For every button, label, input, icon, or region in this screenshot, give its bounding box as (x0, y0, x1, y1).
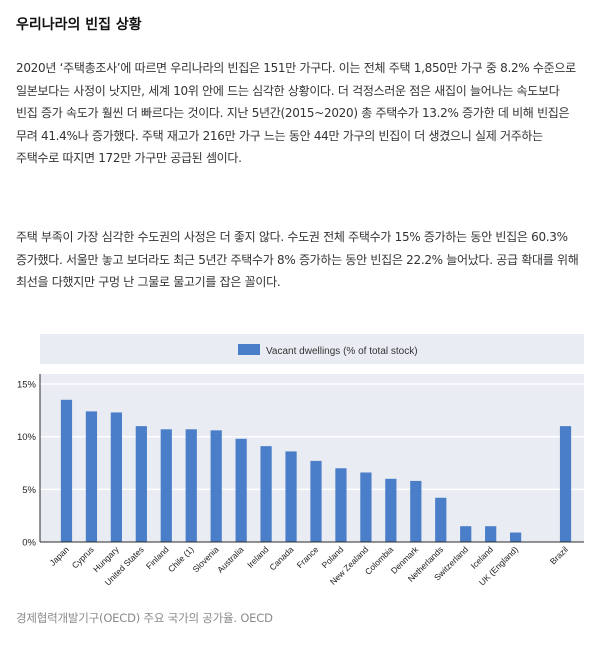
x-tick-label: France (295, 544, 321, 570)
bar (185, 429, 197, 542)
bar (460, 526, 472, 542)
bar (385, 478, 397, 542)
y-tick-label: 10% (17, 432, 37, 443)
chart-caption: 경제협력개발기구(OECD) 주요 국가의 공가율. OECD (16, 611, 273, 625)
bar (85, 411, 98, 542)
bar (510, 532, 522, 542)
legend-label: Vacant dwellings (% of total stock) (266, 346, 418, 357)
x-tick-label: Canada (267, 544, 295, 572)
bar (360, 472, 372, 542)
article-paragraph-1: 2020년 ‘주택총조사’에 따르면 우리나라의 빈집은 151만 가구다. 이… (16, 61, 576, 165)
bar (285, 451, 297, 542)
y-tick-label: 5% (22, 485, 36, 496)
y-tick-label: 0% (22, 538, 36, 549)
legend-swatch (238, 344, 260, 355)
x-tick-label: Brazil (548, 544, 570, 566)
article-paragraph-2: 주택 부족이 가장 심각한 수도권의 사정은 더 좋지 않다. 수도권 전체 주… (16, 230, 579, 289)
x-tick-label: Japan (47, 544, 71, 568)
bar (210, 430, 222, 542)
bar (435, 497, 447, 542)
bar (260, 446, 272, 542)
x-tick-label: Chile (1) (166, 544, 196, 574)
vacancy-bar-chart: Vacant dwellings (% of total stock) 0% 5% 1… (17, 334, 584, 587)
bar (235, 438, 247, 542)
bar (410, 480, 422, 542)
bar (110, 412, 122, 542)
bar (135, 426, 147, 542)
bar (160, 429, 172, 542)
bar (559, 426, 572, 542)
x-tick-label: Australia (215, 544, 246, 575)
bar (335, 468, 347, 542)
bar (310, 460, 322, 542)
y-tick-label: 15% (17, 380, 37, 391)
article-heading: 우리나라의 빈집 상황 (16, 17, 142, 33)
bar (485, 526, 497, 542)
legend-background (40, 334, 584, 364)
bar (60, 399, 73, 542)
